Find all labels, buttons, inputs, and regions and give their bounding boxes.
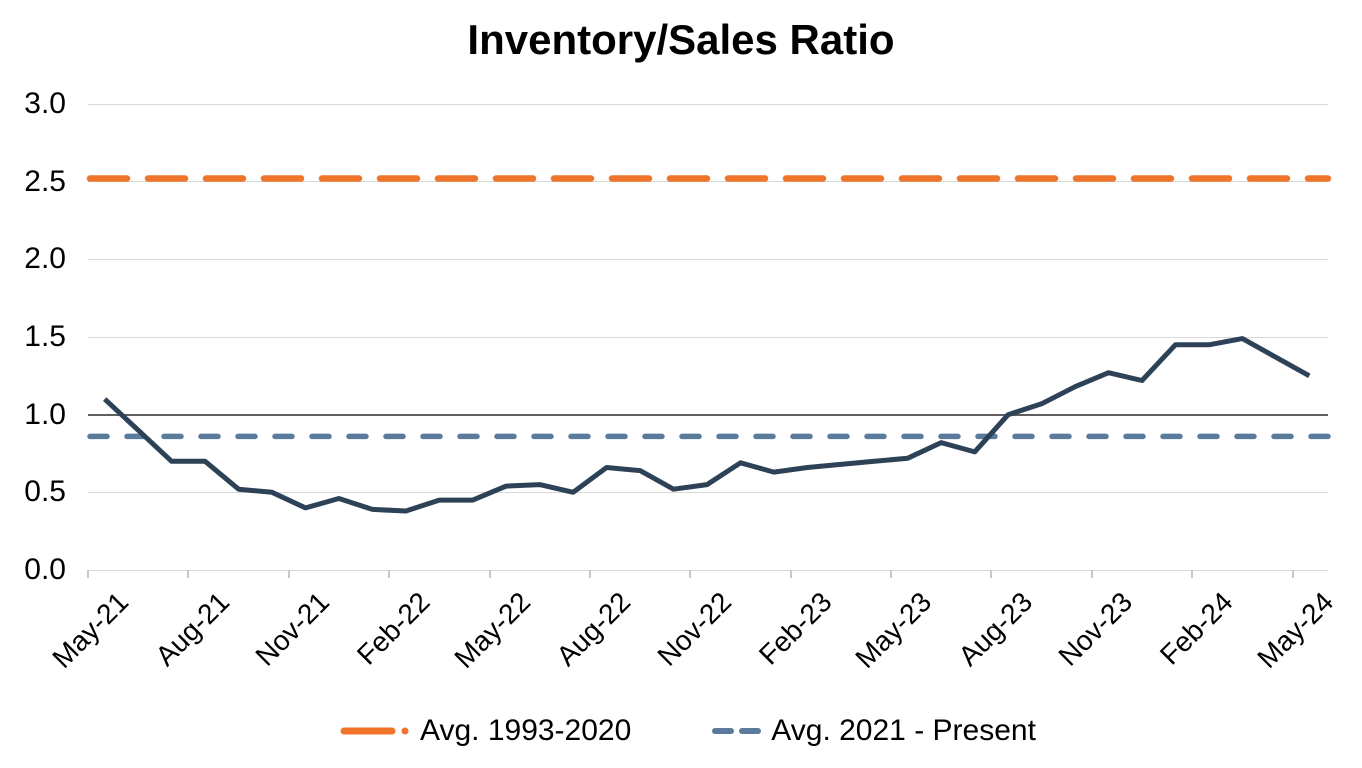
gridline-0.5 [88,491,1328,493]
y-tick-label: 0.5 [24,475,66,509]
x-axis-tick [287,570,290,578]
y-tick-label: 2.0 [24,242,66,276]
gridline-0.0 [88,569,1328,571]
legend: Avg. 1993-2020 Avg. 2021 - Present [340,714,1036,748]
x-axis-tick [87,570,89,578]
x-axis-tick [990,570,993,578]
x-axis-tick [689,570,692,578]
x-axis-tick [488,570,491,578]
x-axis-tick [789,570,792,578]
x-axis-tick [388,570,391,578]
x-axis-tick [890,570,893,578]
x-axis-tick [187,570,190,578]
legend-marker-avg-2021-present [712,728,762,734]
gridline-2.0 [88,258,1328,260]
inventory-sales-ratio-line [102,336,1311,514]
y-tick-label: 3.0 [24,87,66,120]
x-axis-tick [1291,570,1294,578]
gridline-1.5 [88,336,1328,338]
chart-title: Inventory/Sales Ratio [467,16,895,63]
gridline-2.5 [88,181,1328,183]
legend-label-avg-1993-2020: Avg. 1993-2020 [420,714,632,747]
legend-marker-avg-1993-2020 [340,727,409,735]
legend-item-avg-2021-present: Avg. 2021 - Present [711,714,1036,748]
legend-label-avg-2021-present: Avg. 2021 - Present [771,714,1036,747]
y-tick-label: 1.5 [24,320,66,353]
y-tick-label: 0.0 [24,553,66,586]
gridline-3.0 [88,103,1328,105]
x-axis-tick [1191,570,1194,578]
legend-item-avg-1993-2020: Avg. 1993-2020 [340,714,631,748]
y-tick-label: 1.0 [24,397,66,431]
y-tick-label: 2.5 [24,164,66,198]
x-axis-tick [1090,570,1093,578]
gridline-1.0 [88,413,1328,416]
x-axis-tick [588,570,591,578]
